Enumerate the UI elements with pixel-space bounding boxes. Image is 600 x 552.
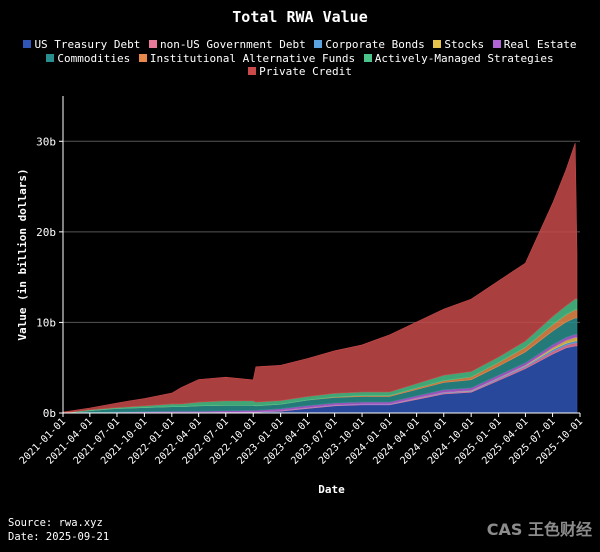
x-axis-title: Date bbox=[318, 483, 345, 496]
legend-swatch bbox=[433, 40, 442, 48]
y-tick-label: 10b bbox=[36, 316, 56, 329]
legend-label: Corporate Bonds bbox=[325, 38, 425, 51]
legend-item: Private Credit bbox=[248, 65, 352, 79]
legend-label: US Treasury Debt bbox=[34, 38, 141, 51]
legend-label: Private Credit bbox=[259, 65, 352, 78]
legend-swatch bbox=[363, 53, 372, 62]
legend-label: Real Estate bbox=[503, 38, 577, 51]
footer-source: Source: rwa.xyz bbox=[8, 517, 103, 529]
x-tick-label: 2021-01-01 bbox=[18, 416, 68, 466]
legend-item: non-US Government Debt bbox=[149, 38, 306, 52]
legend-swatch bbox=[314, 40, 323, 48]
legend: US Treasury Debt non-US Government Debt … bbox=[0, 38, 600, 79]
chart-title: Total RWA Value bbox=[232, 8, 368, 26]
legend-swatch bbox=[149, 40, 158, 48]
legend-item: Real Estate bbox=[492, 38, 577, 52]
legend-item: Commodities bbox=[46, 52, 130, 66]
legend-row-2: Commodities Institutional Alternative Fu… bbox=[0, 52, 600, 66]
legend-row-3: Private Credit bbox=[0, 65, 600, 79]
legend-item: Stocks bbox=[433, 38, 484, 52]
y-tick-label: 0b bbox=[43, 407, 56, 420]
legend-swatch bbox=[46, 53, 55, 62]
legend-item: Corporate Bonds bbox=[314, 38, 425, 52]
legend-swatch bbox=[248, 67, 257, 75]
legend-label: non-US Government Debt bbox=[160, 38, 306, 51]
y-tick-label: 30b bbox=[36, 135, 56, 148]
watermark: CAS 王色财经 bbox=[486, 520, 592, 539]
legend-item: Institutional Alternative Funds bbox=[138, 51, 356, 66]
legend-label: Institutional Alternative Funds bbox=[149, 51, 356, 65]
legend-swatch bbox=[492, 40, 501, 48]
legend-swatch bbox=[23, 40, 32, 48]
legend-item: Actively-Managed Strategies bbox=[363, 51, 554, 66]
y-tick-label: 20b bbox=[36, 226, 56, 239]
legend-label: Stocks bbox=[444, 38, 485, 51]
legend-label: Commodities bbox=[57, 51, 131, 65]
footer-date: Date: 2025-09-21 bbox=[8, 531, 110, 543]
y-axis-title: Value (in billion dollars) bbox=[16, 168, 29, 340]
legend-swatch bbox=[138, 53, 147, 62]
legend-label: Actively-Managed Strategies bbox=[374, 51, 554, 65]
area-series bbox=[62, 143, 578, 414]
legend-row-1: US Treasury Debt non-US Government Debt … bbox=[0, 38, 600, 52]
legend-item: US Treasury Debt bbox=[23, 38, 140, 52]
